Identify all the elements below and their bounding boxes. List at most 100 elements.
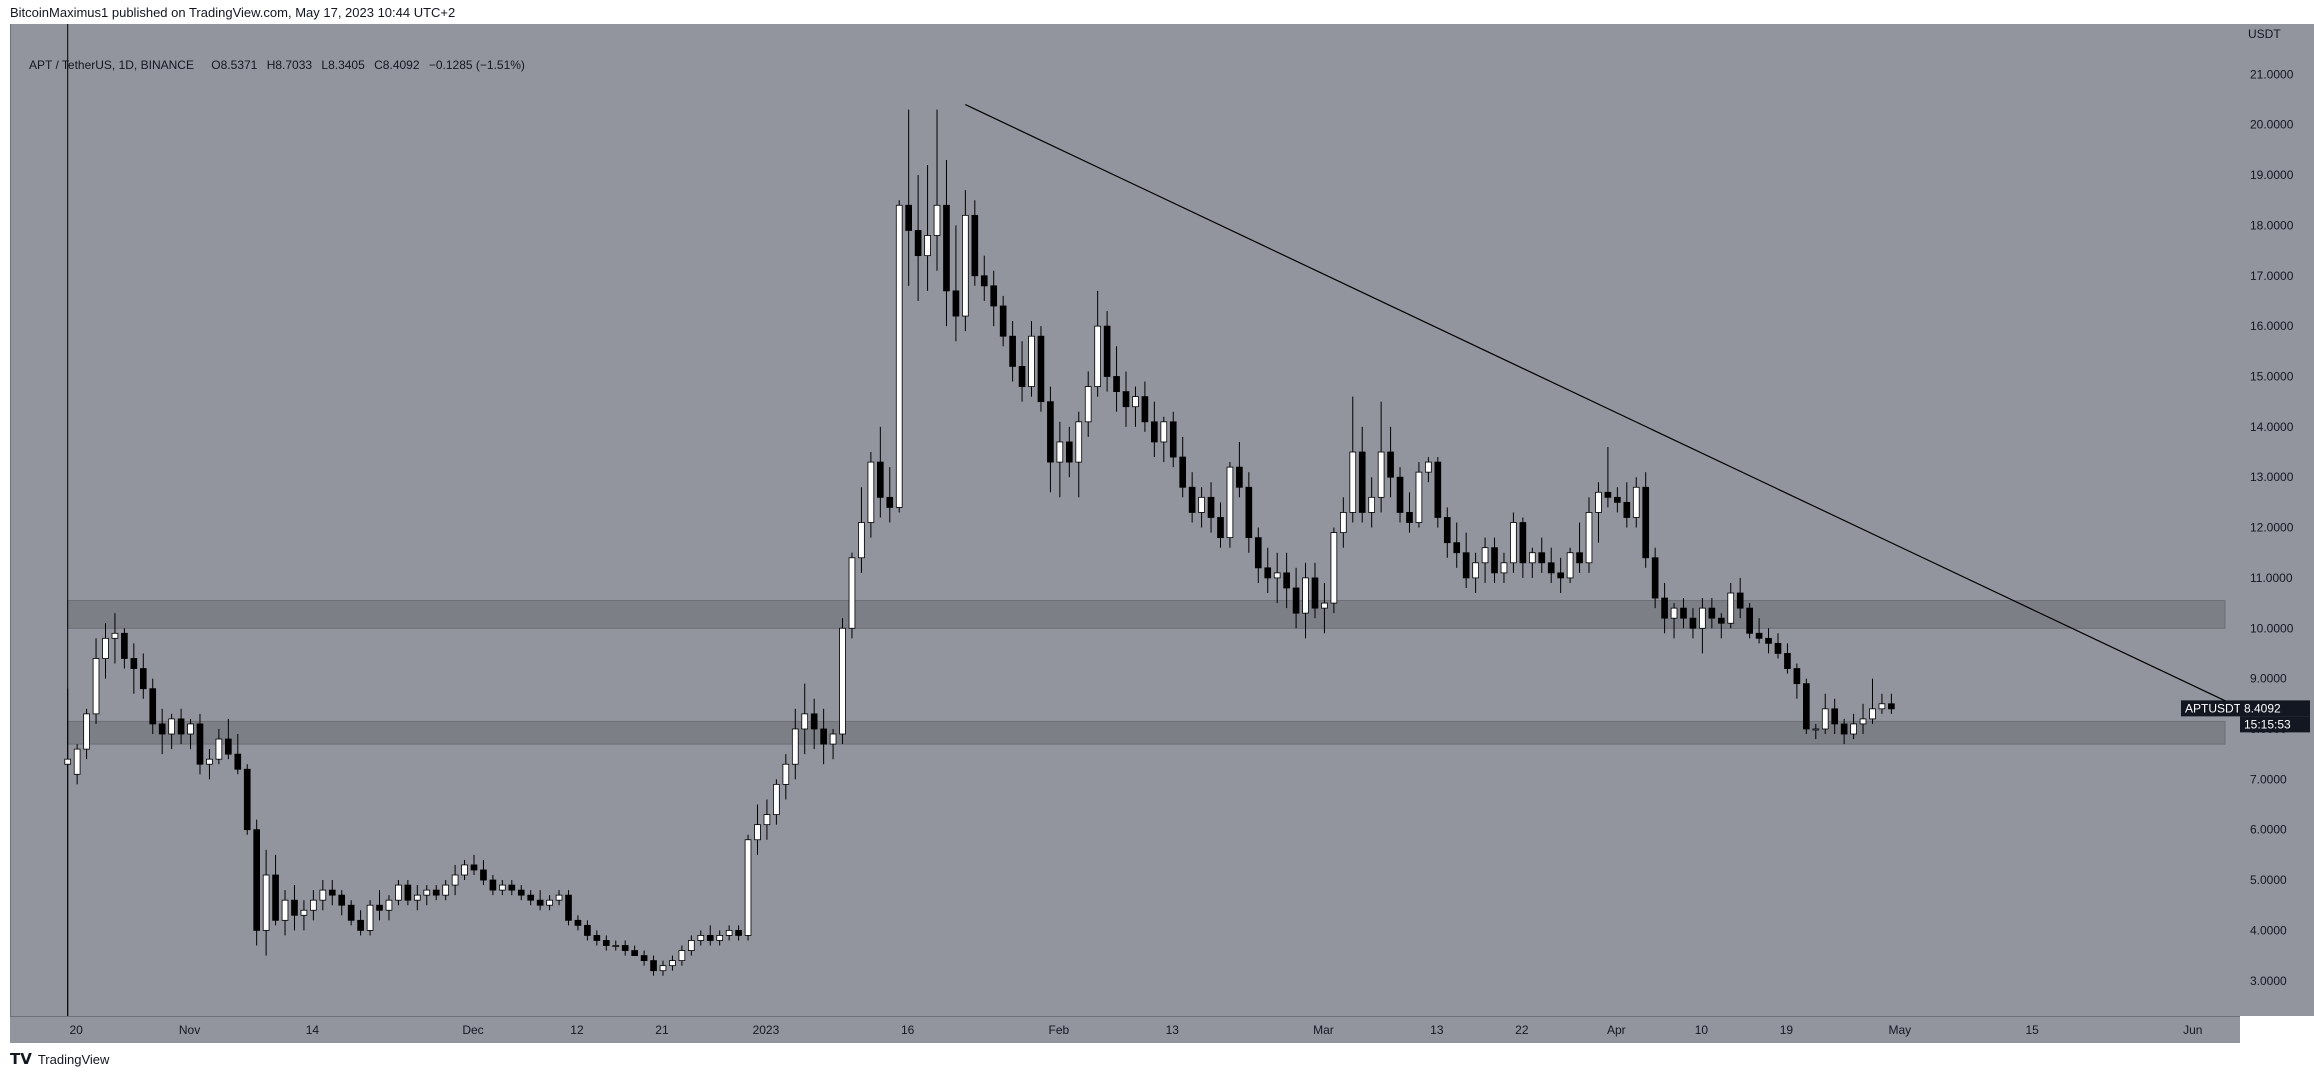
candle: [612, 940, 620, 951]
candle: [1434, 457, 1442, 528]
candle-body: [1302, 577, 1309, 614]
candle: [1264, 547, 1272, 594]
candle: [480, 859, 487, 886]
candle: [914, 175, 922, 301]
candle-body: [584, 924, 591, 936]
time-axis-ticks: 20 Nov 14 Dec 12 21 2023 16 Feb 13 Mar 13 22 Apr 10 19 M…: [69, 1023, 2202, 1037]
candle-body: [1264, 567, 1272, 579]
candle: [1160, 416, 1168, 463]
candle: [225, 718, 232, 760]
ohlc-values: O8.5371 H8.7033 L8.3405 C8.4092 −0.1285 …: [205, 58, 525, 72]
price-tick-label: 21.0000: [2250, 67, 2294, 81]
candle: [933, 109, 941, 271]
candle: [1047, 386, 1054, 493]
candle: [1878, 693, 1886, 714]
time-tick-label: Dec: [462, 1023, 483, 1037]
candle: [149, 678, 157, 735]
candle: [1585, 497, 1593, 573]
candle: [1037, 326, 1045, 412]
candle: [546, 895, 553, 911]
candle: [565, 890, 572, 926]
time-tick-label: 20: [69, 1023, 83, 1037]
candle-body: [1113, 376, 1120, 392]
candle: [291, 885, 298, 931]
candle: [1755, 618, 1763, 644]
candle-body: [735, 929, 742, 936]
time-tick-label: 21: [655, 1023, 669, 1037]
candle: [1084, 371, 1092, 437]
candle: [782, 754, 790, 800]
candle: [1217, 502, 1224, 548]
candle-body: [1859, 718, 1867, 725]
candle: [980, 255, 988, 301]
zone-resistance-area: [67, 600, 2226, 629]
price-tick-label: 19.0000: [2250, 168, 2294, 182]
candle: [999, 295, 1007, 347]
candle-body: [1651, 557, 1659, 599]
candle-body: [413, 894, 421, 901]
candle-body: [565, 894, 572, 921]
candle: [489, 875, 497, 896]
candle-body: [121, 632, 128, 659]
candle: [1065, 426, 1073, 478]
candle-body: [206, 758, 213, 765]
candle: [1689, 608, 1697, 639]
candle: [234, 734, 242, 775]
candle-body: [1784, 653, 1791, 669]
candle: [735, 925, 742, 941]
candle-body: [631, 950, 638, 956]
candle: [773, 779, 780, 825]
price-axis[interactable]: USDT3.00004.00005.00006.00007.00008.0000…: [2240, 24, 2314, 1016]
candle: [196, 713, 204, 775]
candle: [470, 854, 478, 876]
candle: [158, 708, 166, 755]
candle: [1821, 693, 1829, 735]
time-tick-label: 12: [570, 1023, 584, 1037]
candle-body: [1812, 728, 1820, 731]
candle-body: [1377, 451, 1385, 498]
candle-body: [310, 899, 317, 911]
candle-body: [669, 960, 676, 967]
candle-body: [1207, 496, 1215, 518]
candle-body: [697, 935, 705, 941]
price-tick-label: 4.0000: [2250, 923, 2287, 937]
chart-plot-area[interactable]: APTUSDT APT / TetherUS, 1D, BINANCE O8.5…: [10, 24, 2242, 1016]
candle-body: [1803, 683, 1810, 730]
candle: [1236, 441, 1243, 498]
candle: [971, 200, 979, 286]
candle: [1094, 290, 1101, 397]
candle: [1727, 582, 1735, 629]
candle: [1009, 321, 1016, 382]
candle: [1784, 643, 1791, 674]
candle-body: [1708, 607, 1716, 619]
candle-body: [234, 753, 242, 770]
candle: [631, 945, 638, 956]
candle: [1576, 522, 1583, 573]
price-chart[interactable]: APTUSDT: [11, 24, 2241, 1016]
candle-body: [990, 285, 998, 307]
candle: [1651, 547, 1659, 609]
countdown-value: 15:15:53: [2244, 717, 2291, 731]
candle: [73, 744, 81, 785]
candle: [64, 688, 72, 1016]
symbol-title[interactable]: APT / TetherUS, 1D, BINANCE: [29, 58, 194, 72]
candle-body: [215, 738, 223, 760]
time-tick-label: 13: [1166, 1023, 1180, 1037]
candle: [395, 880, 402, 906]
candle: [706, 925, 714, 946]
candle-body: [1406, 512, 1413, 523]
candle-body: [517, 889, 525, 896]
candle: [1056, 421, 1064, 498]
candle-body: [1311, 577, 1319, 609]
candle: [895, 200, 903, 513]
time-axis[interactable]: 20 Nov 14 Dec 12 21 2023 16 Feb 13 Mar 13 22 Apr 10 19 M…: [10, 1016, 2240, 1043]
candle-body: [1472, 562, 1479, 579]
candle: [1632, 477, 1640, 528]
candle-body: [1188, 486, 1196, 513]
candle-body: [102, 637, 109, 659]
candle-body: [489, 879, 497, 891]
candle-body: [1869, 708, 1876, 720]
change-value: −0.1285 (−1.51%): [428, 58, 525, 72]
price-tick-label: 9.0000: [2250, 672, 2287, 686]
candle: [1642, 472, 1650, 568]
